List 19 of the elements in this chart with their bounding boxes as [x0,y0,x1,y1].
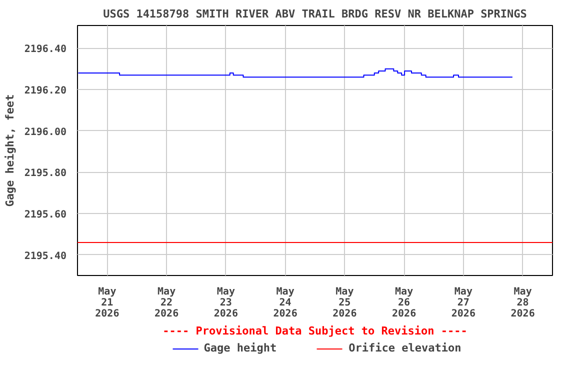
y-tick-label: 2196.20 [24,86,67,97]
chart-title: USGS 14158798 SMITH RIVER ABV TRAIL BRDG RESV NR BELKNAP SPRINGS [103,8,527,20]
y-axis-title: Gage height, feet [3,94,16,207]
x-tick-label: May 23 2026 [214,286,238,320]
x-tick-label: May 21 2026 [95,286,120,320]
y-tick-label: 2196.40 [24,44,67,56]
x-tick-label: May 25 2026 [332,286,357,320]
y-tick-label: 2196.00 [24,126,67,138]
y-tick-label: 2195.40 [24,250,67,262]
legend-label: Gage height [204,342,277,354]
text: ---- Provisional Data Subject to Revision ---- [162,324,468,338]
legend-label: Orifice elevation [348,342,462,354]
x-tick-label: May 26 2026 [392,286,416,320]
x-tick-label: May 24 2026 [273,286,298,320]
x-tick-label: May 28 2026 [510,286,535,320]
x-tick-label: May 27 2026 [451,286,476,320]
y-tick-label: 2195.80 [24,168,67,180]
y-tick-label: 2195.60 [24,210,67,221]
x-tick-label: May 22 2026 [154,286,179,320]
